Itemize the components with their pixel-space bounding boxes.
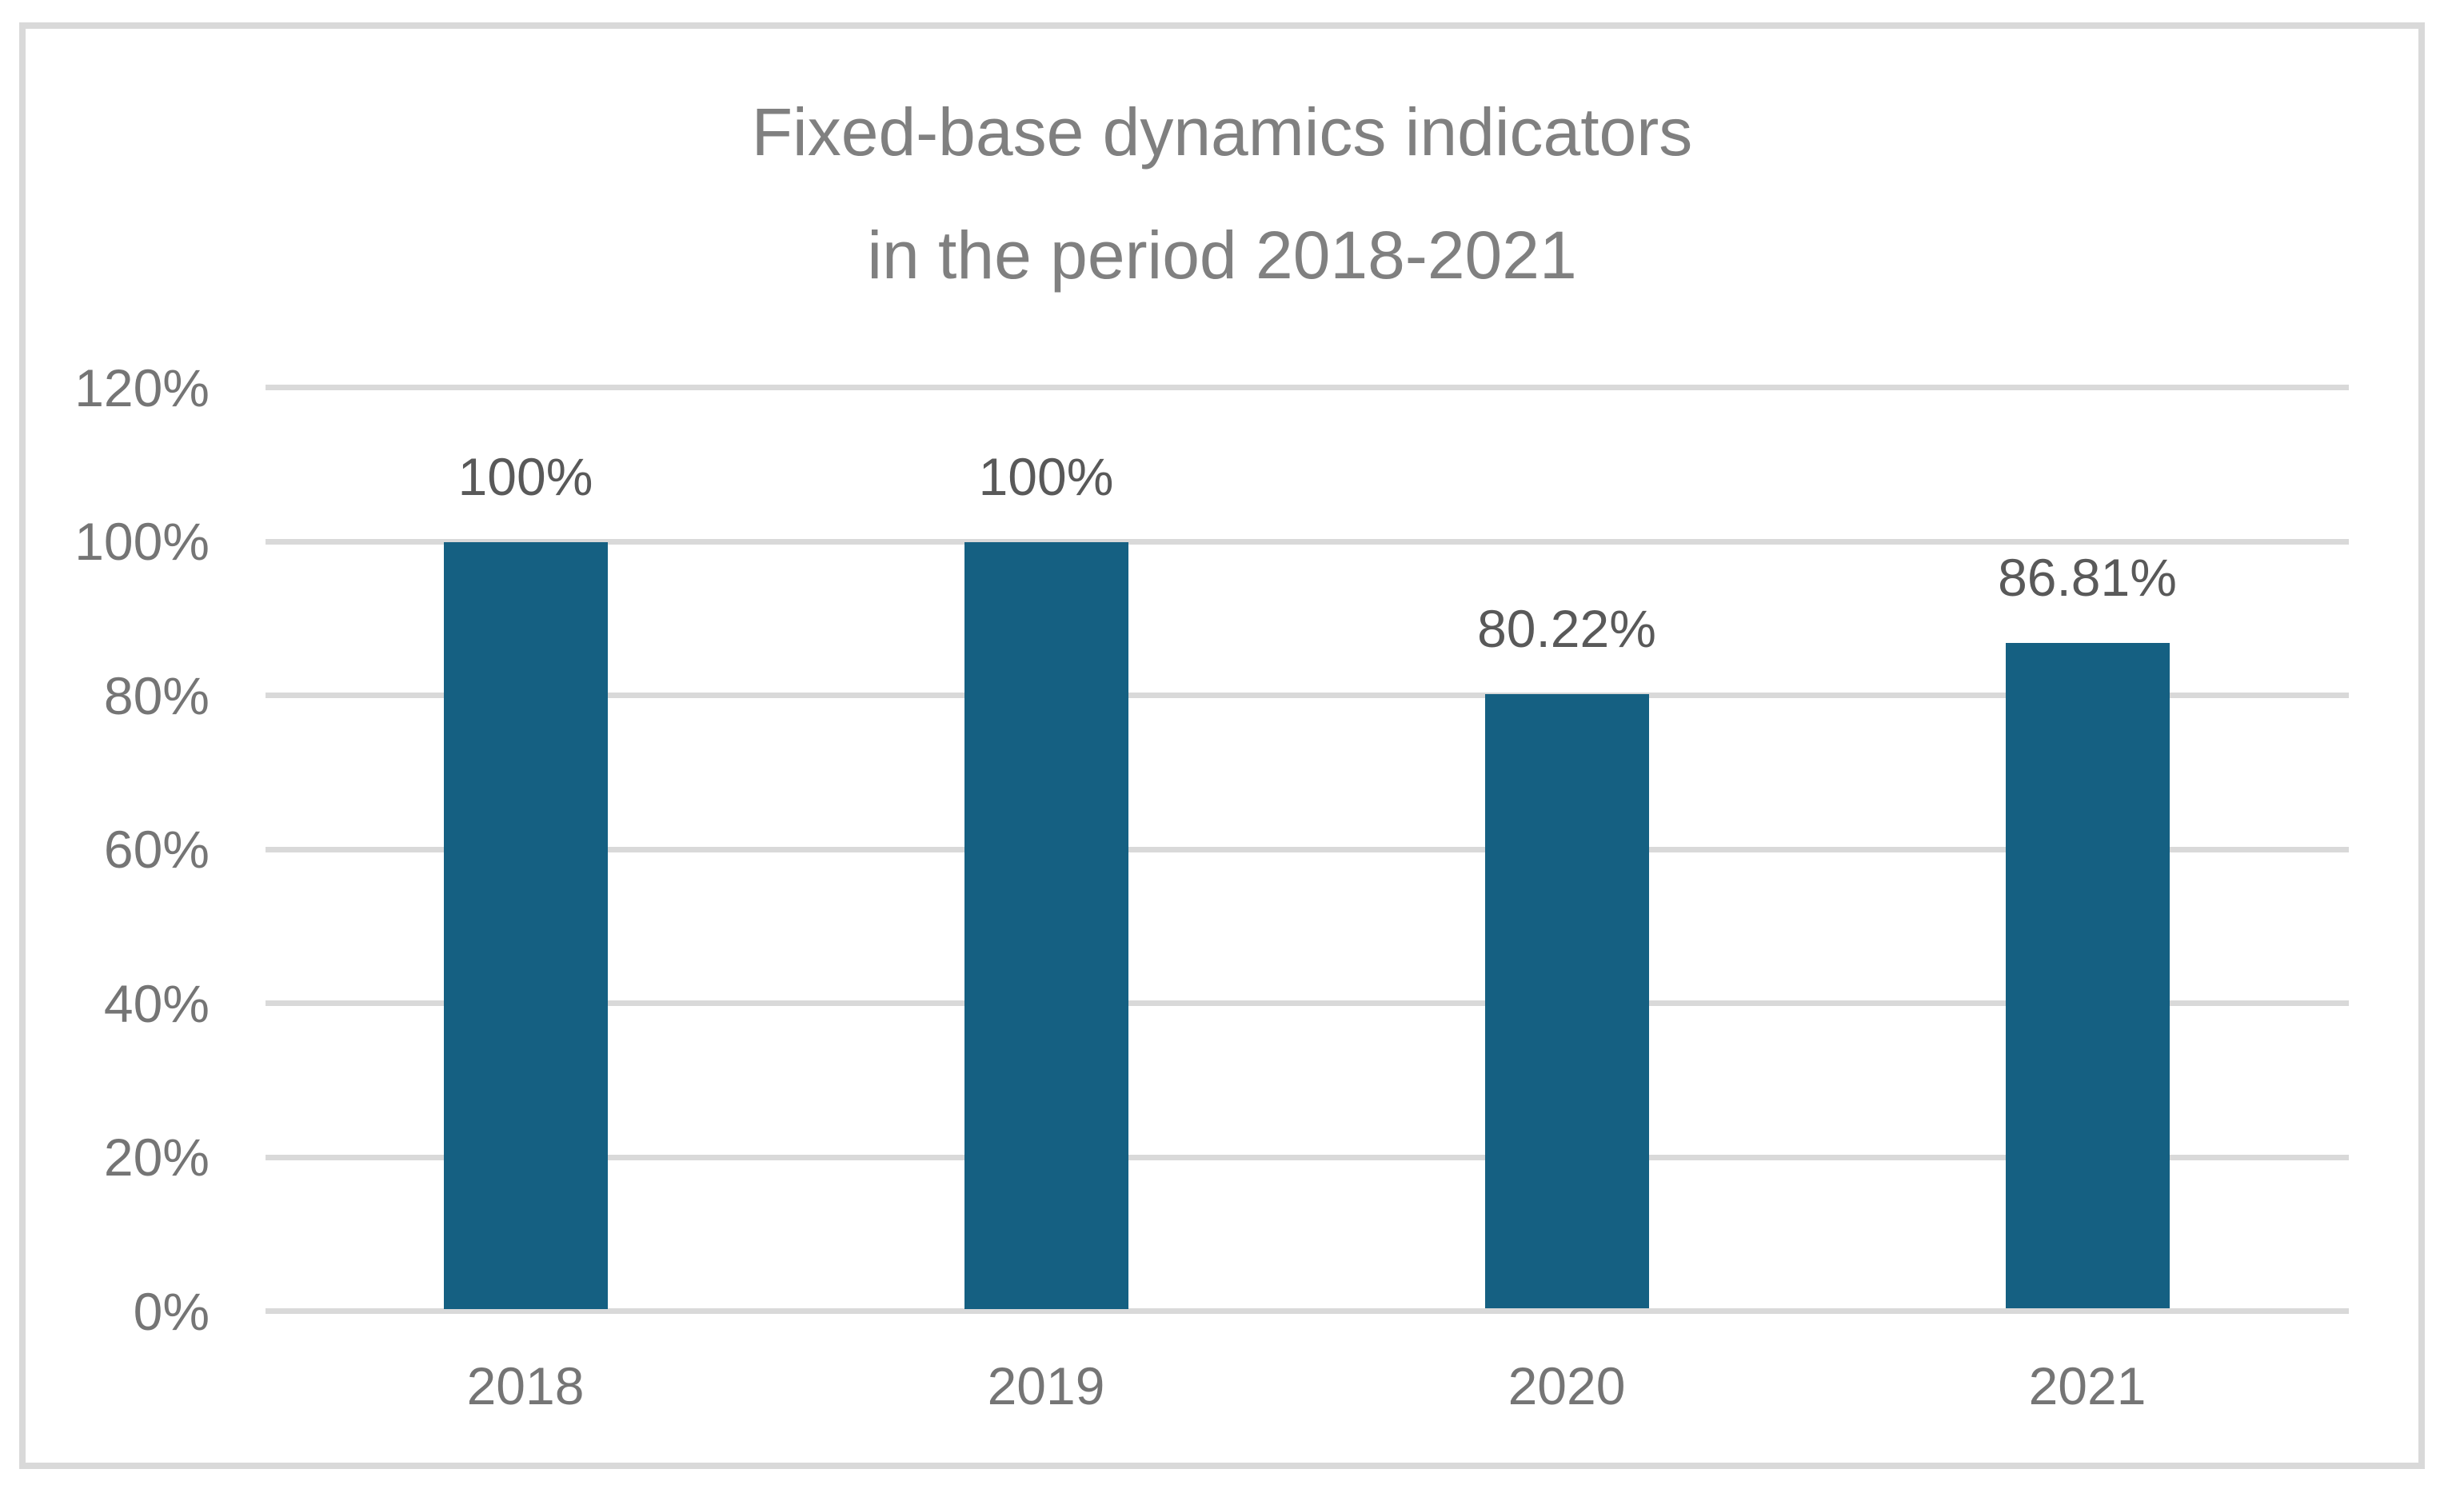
x-axis-tick-label: 2021 [2028, 1356, 2147, 1415]
x-axis-tick-label: 2018 [466, 1356, 585, 1415]
gridline-100 [266, 539, 2349, 545]
chart-title-line1: Fixed-base dynamics indicators [751, 94, 1693, 170]
bar [964, 541, 1128, 1309]
bar [1485, 693, 1649, 1309]
gridline-60 [266, 847, 2349, 852]
bar [2006, 643, 2170, 1309]
y-axis-tick-label: 100% [74, 512, 210, 571]
x-axis-tick-label: 2019 [987, 1356, 1105, 1415]
y-axis-tick-label: 120% [74, 358, 210, 417]
bar-value-label: 80.22% [1477, 598, 1656, 658]
y-axis-tick-label: 20% [103, 1128, 210, 1187]
gridline-40 [266, 1000, 2349, 1006]
bar [444, 541, 608, 1309]
y-axis-tick-label: 80% [103, 666, 210, 725]
bar-value-label: 100% [978, 446, 1114, 506]
bar-value-label: 86.81% [1998, 548, 2177, 608]
bar-value-label: 100% [457, 446, 593, 506]
gridline-20 [266, 1155, 2349, 1160]
gridline-120 [266, 385, 2349, 390]
y-axis-tick-label: 60% [103, 820, 210, 879]
x-axis-tick-label: 2020 [1508, 1356, 1626, 1415]
y-axis-tick-label: 40% [103, 974, 210, 1033]
chart-title-line2: in the period 2018-2021 [867, 218, 1577, 293]
gridline-80 [266, 693, 2349, 698]
y-axis-tick-label: 0% [133, 1282, 210, 1341]
chart-title: Fixed-base dynamics indicators in the pe… [19, 70, 2425, 317]
gridline-0 [266, 1308, 2349, 1314]
